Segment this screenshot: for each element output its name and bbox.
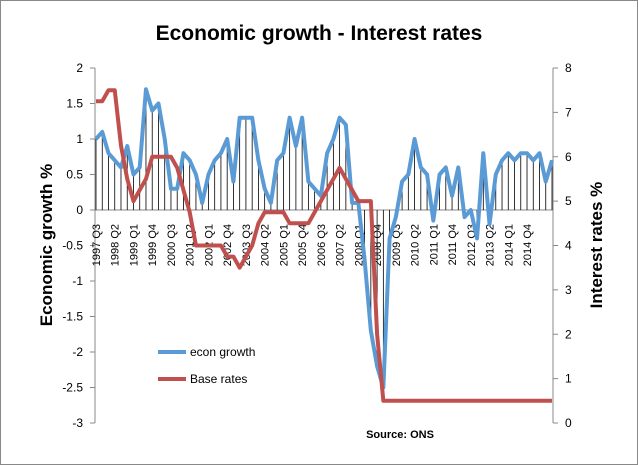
y-tick-label: -1 — [72, 274, 83, 288]
y-tick-label: -2.5 — [62, 381, 83, 395]
chart-title: Economic growth - Interest rates — [156, 22, 483, 45]
x-tick-label: 2011 Q1 — [428, 224, 440, 265]
y-tick-label: -3 — [72, 416, 83, 430]
x-tick-label: 2002 Q4 — [222, 224, 234, 266]
series-line — [94, 87, 554, 390]
y2-tick-label: 6 — [565, 150, 572, 164]
y-tick-label: 0 — [76, 203, 83, 217]
y2-tick-label: 4 — [565, 239, 572, 253]
legend-label: econ growth — [190, 345, 255, 359]
y2-tick-label: 1 — [565, 372, 572, 386]
x-tick-label: 2014 Q4 — [522, 224, 534, 266]
x-tick-label: 2010 Q2 — [410, 224, 422, 266]
y-tick-label: 2 — [76, 61, 83, 75]
y2-tick-label: 0 — [565, 416, 572, 430]
x-tick-label: 1999 Q4 — [147, 224, 159, 266]
x-tick-label: 2006 Q3 — [316, 224, 328, 266]
source-note: Source: ONS — [366, 429, 434, 441]
x-tick-label: 2000 Q3 — [166, 224, 178, 266]
y-tick-label: 1 — [76, 132, 83, 146]
y2-axis-label: Interest rates % — [587, 182, 606, 309]
y2-tick-label: 7 — [565, 105, 572, 119]
y-tick-label: -1.5 — [62, 310, 83, 324]
y-axis-label: Economic growth % — [37, 164, 56, 326]
y-tick-label: 1.5 — [66, 97, 83, 111]
x-tick-label: 2004 Q2 — [260, 224, 272, 266]
x-tick-label: 2003 Q3 — [241, 224, 253, 266]
x-tick-label: 2009 Q3 — [391, 224, 403, 266]
legend-label: Base rates — [190, 372, 247, 386]
y-tick-label: -2 — [72, 345, 83, 359]
y2-tick-label: 5 — [565, 194, 572, 208]
y-tick-label: -0.5 — [62, 239, 83, 253]
series-line — [96, 88, 552, 403]
y2-tick-label: 2 — [565, 327, 572, 341]
y2-tick-label: 8 — [565, 61, 572, 75]
x-tick-label: 1998 Q2 — [110, 224, 122, 266]
x-tick-label: 2014 Q1 — [503, 224, 515, 266]
x-tick-label: 1997 Q3 — [91, 224, 103, 266]
x-tick-label: 2005 Q1 — [278, 224, 290, 266]
y2-tick-label: 3 — [565, 283, 572, 297]
y-tick-label: 0.5 — [66, 168, 83, 182]
x-tick-label: 1999 Q1 — [128, 224, 140, 266]
x-tick-label: 2011 Q4 — [447, 224, 459, 265]
x-tick-label: 2007 Q2 — [335, 224, 347, 266]
x-tick-label: 2013 Q2 — [485, 224, 497, 266]
x-tick-label: 2005 Q4 — [297, 224, 309, 266]
